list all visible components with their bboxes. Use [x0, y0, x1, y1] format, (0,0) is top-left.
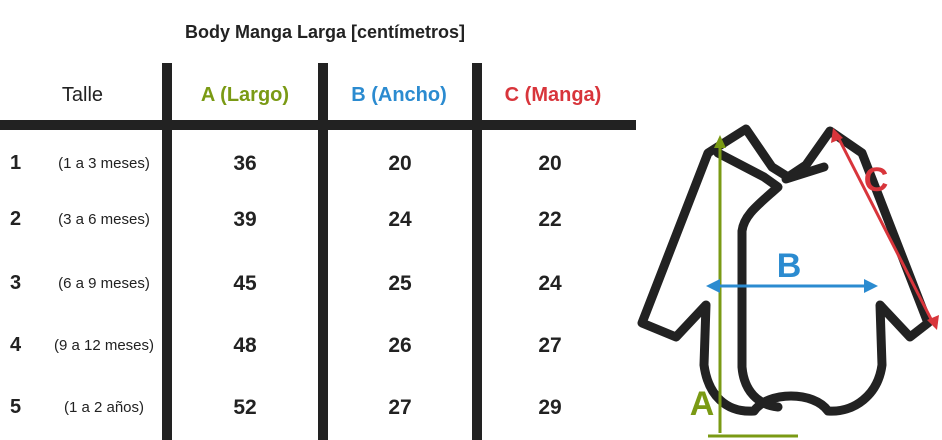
size-number: 4: [10, 334, 22, 356]
size-number: 3: [10, 272, 22, 294]
column-divider-1: [162, 63, 172, 440]
value-c: 27: [538, 334, 562, 357]
value-a: 39: [233, 208, 257, 231]
label-a: A: [690, 385, 715, 423]
value-a: 52: [233, 396, 257, 419]
value-a: 48: [233, 334, 257, 357]
label-c: C: [864, 161, 889, 199]
label-b: B: [777, 247, 802, 285]
header-c-manga: C (Manga): [504, 84, 602, 106]
value-b: 20: [388, 152, 412, 175]
value-a: 36: [233, 152, 257, 175]
value-b: 27: [388, 396, 412, 419]
value-c: 22: [538, 208, 562, 231]
table-row: 2 (3 a 6 meses) 39 24 22: [0, 200, 636, 240]
value-b: 25: [388, 272, 412, 295]
bodysuit-outline: [637, 124, 933, 416]
header-a-largo: A (Largo): [200, 84, 290, 106]
column-divider-2: [318, 63, 328, 440]
size-range: (6 a 9 meses): [58, 275, 150, 292]
size-range: (9 a 12 meses): [53, 337, 155, 354]
column-divider-3: [472, 63, 482, 440]
value-c: 20: [538, 152, 562, 175]
size-number: 2: [10, 208, 22, 230]
table-row: 5 (1 a 2 años) 52 27 29: [0, 388, 636, 428]
size-number: 5: [10, 396, 22, 418]
header-talle: Talle: [61, 84, 104, 106]
size-range: (1 a 3 meses): [58, 155, 150, 172]
header-b-ancho: B (Ancho): [351, 84, 447, 106]
measure-c: C: [831, 128, 939, 330]
page-title: Body Manga Larga [centímetros]: [184, 22, 466, 42]
size-range: (3 a 6 meses): [58, 211, 150, 228]
value-a: 45: [233, 272, 257, 295]
measure-b: B: [706, 247, 878, 293]
table-row: 3 (6 a 9 meses) 45 25 24: [0, 264, 636, 304]
value-c: 29: [538, 396, 562, 419]
size-range: (1 a 2 años): [63, 399, 145, 416]
table-row: 1 (1 a 3 meses) 36 20 20: [0, 144, 636, 184]
bodysuit-diagram: A B C: [637, 124, 939, 438]
value-b: 24: [388, 208, 412, 231]
table-row: 4 (9 a 12 meses) 48 26 27: [0, 326, 636, 366]
value-b: 26: [388, 334, 412, 357]
size-number: 1: [10, 152, 22, 174]
value-c: 24: [538, 272, 562, 295]
